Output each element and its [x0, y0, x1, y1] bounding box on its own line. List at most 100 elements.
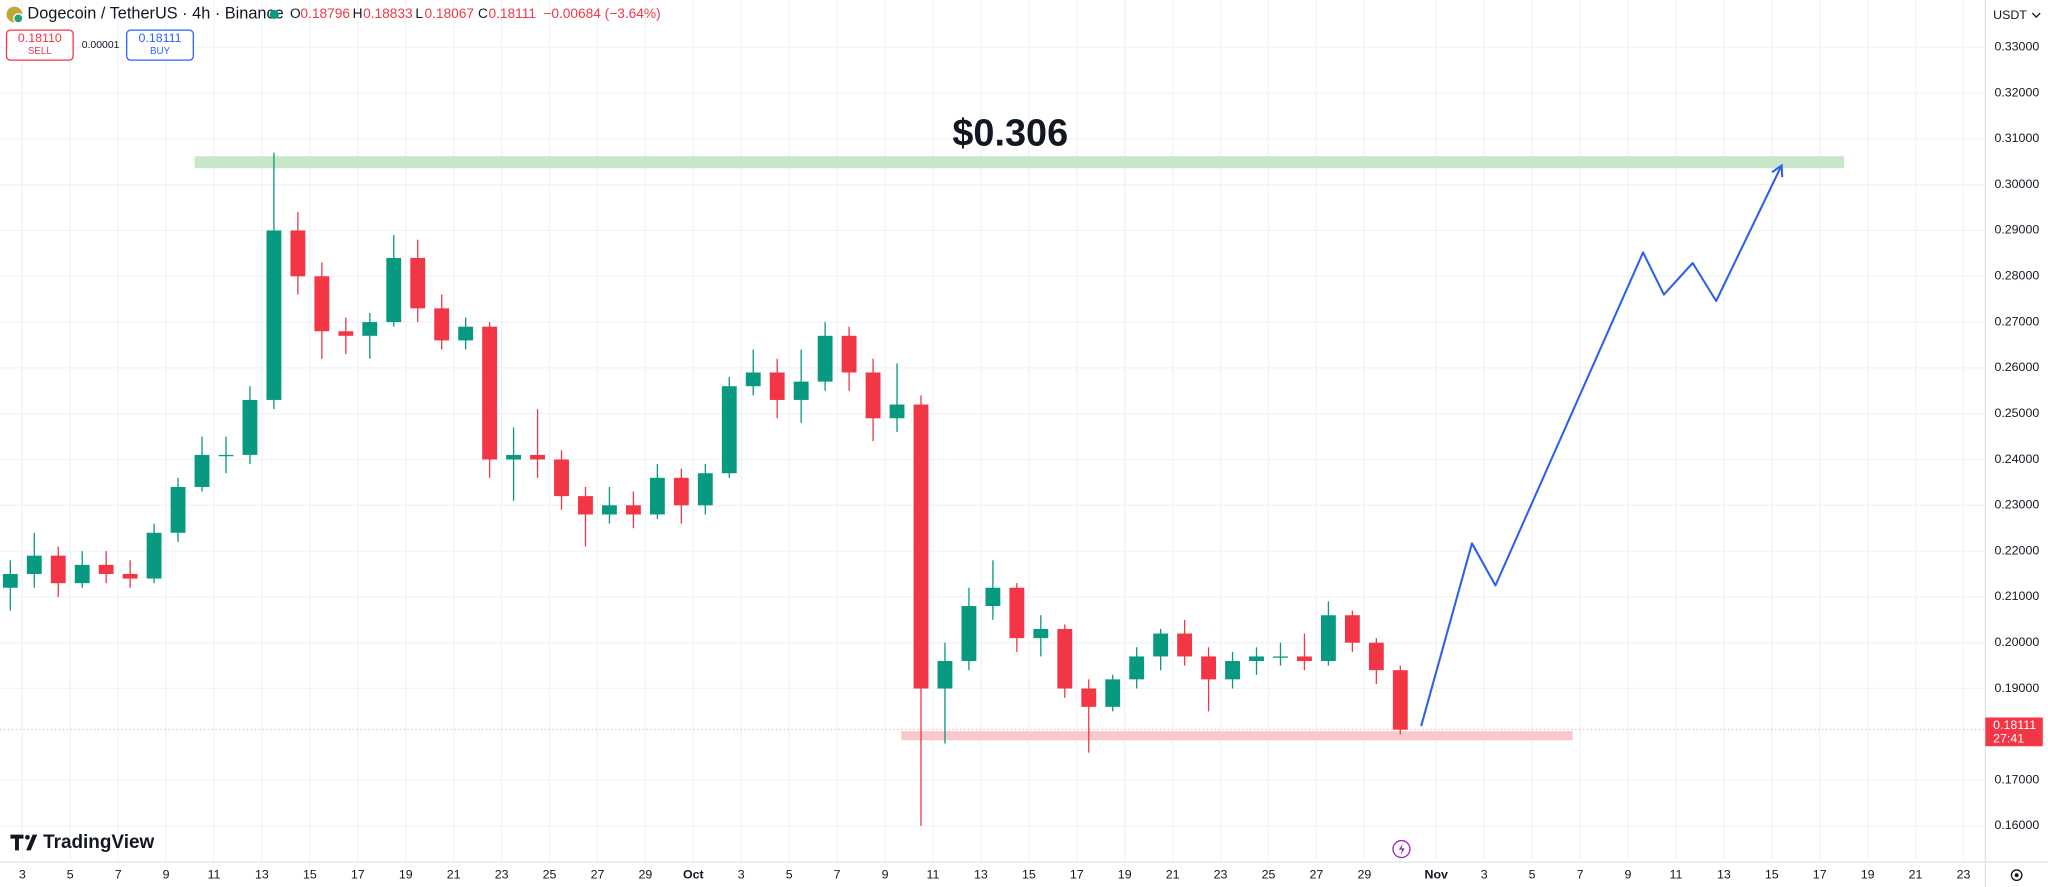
support-zone — [901, 731, 1573, 741]
candle-body — [98, 564, 114, 575]
x-tick-label: 11 — [927, 867, 940, 881]
x-tick-label: 11 — [1669, 867, 1682, 881]
ohlc-value: 0.18067 — [424, 6, 474, 21]
candle-body — [554, 459, 569, 497]
y-tick-label: 0.17000 — [1994, 772, 2039, 786]
target-label: $0.306 — [952, 112, 1068, 154]
candle-body — [362, 322, 378, 336]
settings-icon[interactable] — [2014, 873, 2019, 878]
x-tick-label: Oct — [683, 867, 704, 881]
ohlc-label: H — [353, 6, 363, 21]
x-tick-label: 17 — [1813, 867, 1827, 881]
sell-label[interactable]: SELL — [28, 46, 52, 57]
x-tick-label: 15 — [1765, 867, 1779, 881]
x-tick-label: 23 — [1957, 867, 1971, 881]
candle-body — [1177, 633, 1193, 657]
candle-body — [865, 372, 881, 419]
currency-dropdown[interactable] — [2031, 12, 2041, 18]
candle-body — [1153, 633, 1169, 657]
y-tick-label: 0.21000 — [1994, 589, 2039, 603]
x-tick-label: 7 — [1577, 867, 1584, 881]
y-tick-label: 0.29000 — [1994, 223, 2039, 237]
sell-price[interactable]: 0.18110 — [18, 31, 62, 45]
y-tick-label: 0.16000 — [1994, 818, 2039, 832]
y-tick-label: 0.28000 — [1994, 269, 2039, 283]
x-tick-label: 21 — [447, 867, 461, 881]
candle-body — [985, 587, 1001, 607]
logo-icon — [10, 834, 38, 851]
candle-body — [673, 477, 689, 506]
events-icon[interactable] — [1398, 843, 1405, 855]
candle-body — [2, 574, 18, 588]
candle-body — [1105, 679, 1121, 707]
grid-layer — [0, 0, 1986, 863]
ohlc-label: L — [415, 6, 423, 21]
candle-body — [1129, 656, 1145, 680]
candle-body — [745, 372, 761, 387]
candle-body — [793, 381, 809, 400]
candle-body — [74, 564, 90, 584]
y-tick-label: 0.32000 — [1994, 85, 2039, 99]
plot-layer: $0.306 — [2, 112, 1845, 826]
sell-button[interactable] — [5, 29, 74, 61]
x-tick-label: 21 — [1166, 867, 1180, 881]
ohlc-label: C — [478, 6, 488, 21]
ohlc-label: O — [290, 6, 301, 21]
candle-body — [146, 532, 162, 579]
candle-body — [1201, 656, 1217, 680]
candle-body — [1225, 661, 1240, 680]
y-tick-label: 0.31000 — [1994, 131, 2039, 145]
target-zone — [194, 156, 1845, 169]
x-tick-label: 5 — [1529, 867, 1536, 881]
y-tick-label: 0.23000 — [1994, 498, 2039, 512]
x-tick-label: 25 — [1262, 867, 1276, 881]
y-tick-label: 0.27000 — [1994, 314, 2039, 328]
ohlc-value: 0.18111 — [488, 6, 535, 21]
price-tag — [1985, 717, 2043, 747]
candle-body — [841, 335, 857, 373]
x-tick-label: 23 — [1214, 867, 1228, 881]
symbol-icon — [13, 13, 24, 24]
candle-body — [769, 372, 785, 400]
candle-body — [697, 473, 713, 506]
candle-body — [482, 326, 498, 460]
candle-body — [1057, 628, 1073, 689]
x-tick-label: 11 — [208, 867, 221, 881]
y-tick-label: 0.19000 — [1994, 681, 2039, 695]
buy-label[interactable]: BUY — [150, 46, 171, 57]
y-tick-label: 0.22000 — [1994, 543, 2039, 557]
currency[interactable]: USDT — [1993, 8, 2027, 22]
y-tick-label: 0.30000 — [1994, 177, 2039, 191]
logo-icon — [25, 834, 30, 840]
x-tick-label: 9 — [163, 867, 170, 881]
x-tick-label: Nov — [1425, 867, 1449, 881]
candle-body — [1368, 642, 1384, 671]
candle-body — [26, 555, 42, 575]
candle-body — [913, 404, 929, 689]
x-tick-label: 5 — [67, 867, 74, 881]
x-tick-label: 27 — [1310, 867, 1324, 881]
x-tick-label: 19 — [399, 867, 413, 881]
candle-body — [1273, 656, 1288, 658]
candle-body — [937, 661, 953, 689]
x-tick-label: 9 — [882, 867, 889, 881]
buy-price[interactable]: 0.18111 — [139, 31, 182, 45]
x-tick-label: 19 — [1861, 867, 1875, 881]
logo-text: TradingView — [43, 832, 154, 853]
candle-body — [218, 454, 234, 457]
candle-body — [506, 454, 522, 460]
x-tick-label: 23 — [495, 867, 509, 881]
x-tick-label: 29 — [638, 867, 652, 881]
candle-body — [721, 386, 737, 474]
candle-body — [266, 230, 282, 400]
price-tag-countdown: 27:41 — [1993, 731, 2024, 745]
x-tick-label: 5 — [786, 867, 793, 881]
candle-body — [314, 276, 330, 332]
settings-icon[interactable] — [2010, 869, 2023, 882]
candle-body — [194, 454, 210, 487]
y-tick-label: 0.26000 — [1994, 360, 2039, 374]
candle-body — [578, 496, 593, 515]
candle-body — [602, 505, 617, 515]
buy-button[interactable] — [126, 29, 194, 61]
